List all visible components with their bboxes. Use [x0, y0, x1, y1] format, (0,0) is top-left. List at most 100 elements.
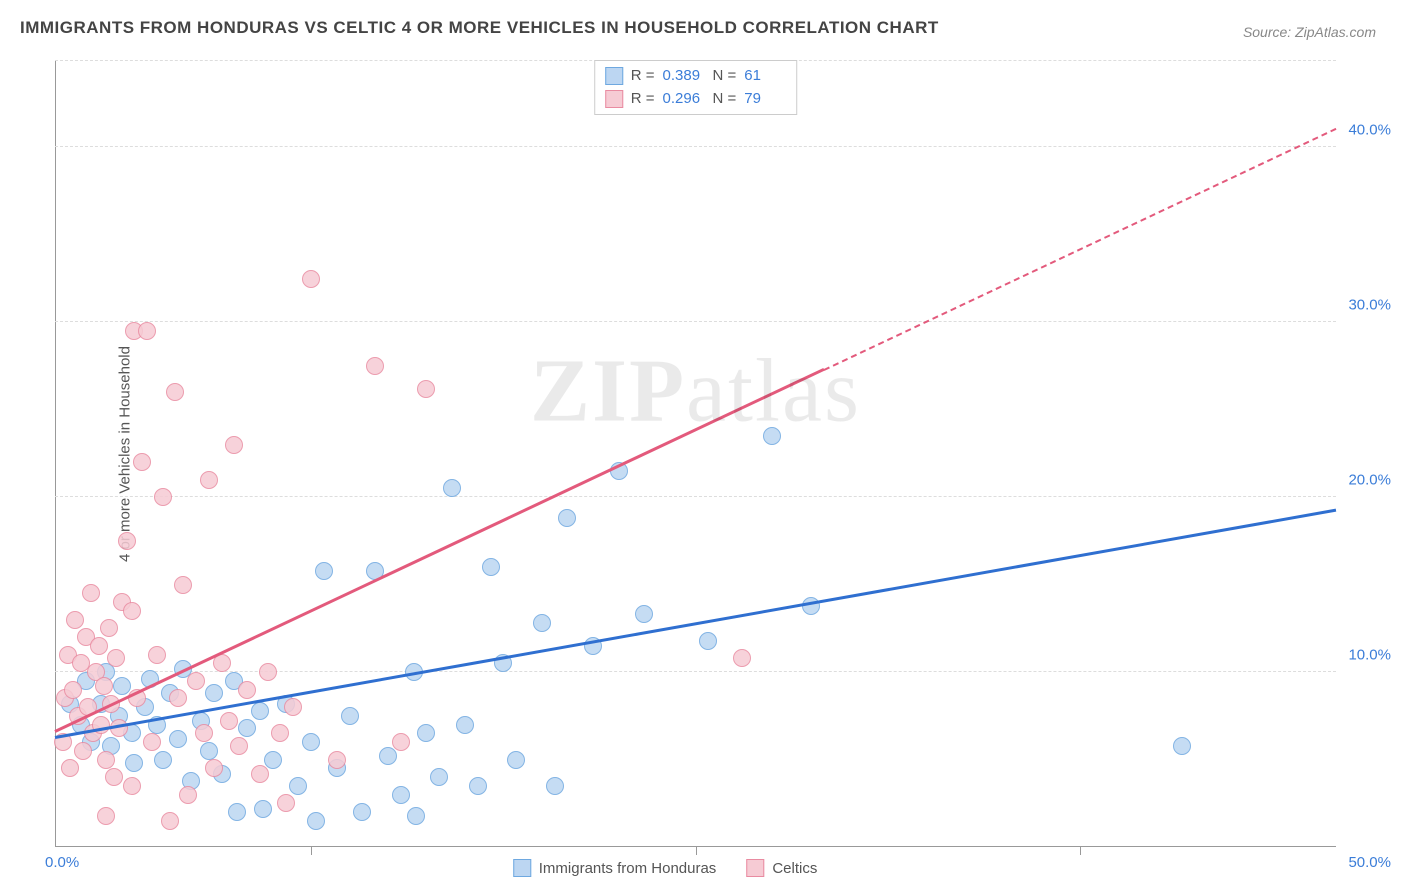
data-point [328, 751, 346, 769]
data-point [205, 759, 223, 777]
legend-label: Immigrants from Honduras [539, 860, 717, 877]
data-point [443, 479, 461, 497]
trend-line [823, 128, 1336, 371]
data-point [133, 453, 151, 471]
source-attribution: Source: ZipAtlas.com [1243, 24, 1376, 40]
data-point [205, 684, 223, 702]
data-point [195, 724, 213, 742]
data-point [225, 436, 243, 454]
data-point [699, 632, 717, 650]
data-point [417, 724, 435, 742]
gridline [55, 496, 1336, 497]
data-point [264, 751, 282, 769]
data-point [430, 768, 448, 786]
trend-line [54, 368, 824, 733]
gridline [55, 671, 1336, 672]
data-point [154, 488, 172, 506]
data-point [733, 649, 751, 667]
gridline [55, 321, 1336, 322]
data-point [200, 471, 218, 489]
data-point [64, 681, 82, 699]
data-point [97, 807, 115, 825]
watermark-bold: ZIP [530, 341, 686, 440]
y-tick-label: 40.0% [1348, 122, 1391, 139]
data-point [417, 380, 435, 398]
legend-item: Immigrants from Honduras [513, 859, 717, 877]
y-tick-label: 10.0% [1348, 647, 1391, 664]
data-point [61, 759, 79, 777]
legend-r-value: 0.296 [663, 88, 705, 111]
data-point [251, 702, 269, 720]
data-point [107, 649, 125, 667]
data-point [407, 807, 425, 825]
data-point [482, 558, 500, 576]
data-point [166, 383, 184, 401]
data-point [174, 576, 192, 594]
trend-line [55, 508, 1337, 738]
data-point [302, 733, 320, 751]
legend-r-label: R = [631, 65, 655, 88]
legend-swatch [605, 67, 623, 85]
data-point [353, 803, 371, 821]
legend-row: R =0.296N =79 [605, 88, 787, 111]
watermark: ZIPatlas [530, 339, 861, 442]
correlation-legend: R =0.389N =61R =0.296N =79 [594, 60, 798, 115]
chart-title: IMMIGRANTS FROM HONDURAS VS CELTIC 4 OR … [20, 18, 939, 38]
data-point [1173, 737, 1191, 755]
data-point [118, 532, 136, 550]
x-max-label: 50.0% [1348, 854, 1391, 871]
y-tick-label: 20.0% [1348, 472, 1391, 489]
data-point [95, 677, 113, 695]
data-point [100, 619, 118, 637]
data-point [277, 794, 295, 812]
data-point [82, 584, 100, 602]
data-point [271, 724, 289, 742]
data-point [200, 742, 218, 760]
data-point [230, 737, 248, 755]
legend-n-label: N = [713, 65, 737, 88]
x-origin-label: 0.0% [45, 854, 79, 871]
data-point [254, 800, 272, 818]
data-point [635, 605, 653, 623]
legend-swatch [605, 90, 623, 108]
x-tick [311, 847, 312, 855]
data-point [125, 754, 143, 772]
data-point [259, 663, 277, 681]
data-point [315, 562, 333, 580]
data-point [187, 672, 205, 690]
data-point [302, 270, 320, 288]
data-point [143, 733, 161, 751]
data-point [138, 322, 156, 340]
data-point [169, 689, 187, 707]
gridline [55, 146, 1336, 147]
data-point [392, 733, 410, 751]
legend-n-label: N = [713, 88, 737, 111]
scatter-chart: 4 or more Vehicles in Household 0.0% 50.… [55, 60, 1336, 847]
data-point [154, 751, 172, 769]
data-point [533, 614, 551, 632]
data-point [169, 730, 187, 748]
data-point [90, 637, 108, 655]
data-point [341, 707, 359, 725]
legend-swatch [513, 859, 531, 877]
legend-r-value: 0.389 [663, 65, 705, 88]
data-point [66, 611, 84, 629]
data-point [251, 765, 269, 783]
data-point [220, 712, 238, 730]
legend-swatch [746, 859, 764, 877]
legend-label: Celtics [772, 860, 817, 877]
y-axis-title: 4 or more Vehicles in Household [116, 346, 133, 562]
data-point [392, 786, 410, 804]
data-point [161, 812, 179, 830]
data-point [123, 602, 141, 620]
legend-r-label: R = [631, 88, 655, 111]
data-point [74, 742, 92, 760]
legend-n-value: 61 [744, 65, 786, 88]
x-tick [1080, 847, 1081, 855]
data-point [456, 716, 474, 734]
data-point [289, 777, 307, 795]
data-point [284, 698, 302, 716]
data-point [123, 777, 141, 795]
series-legend: Immigrants from Honduras Celtics [513, 859, 818, 877]
legend-row: R = 0.389 N = 61 [605, 65, 787, 88]
